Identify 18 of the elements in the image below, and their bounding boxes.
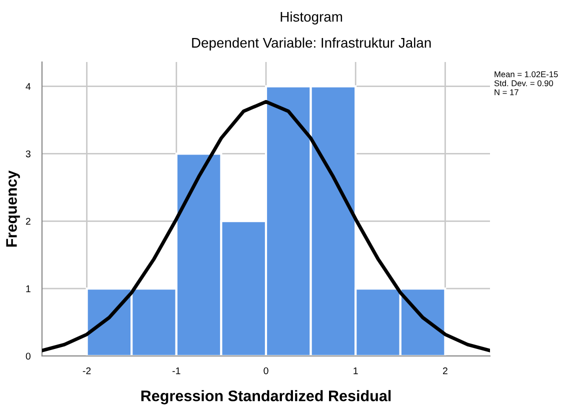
y-axis-title: Frequency [6, 170, 20, 247]
chart-subtitle: Dependent Variable: Infrastruktur Jalan [192, 38, 431, 50]
x-tick-label: 0 [264, 367, 268, 374]
x-axis-title: Regression Standardized Residual [141, 390, 391, 404]
chart-title: Histogram [280, 12, 342, 24]
x-tick-label: 2 [442, 367, 448, 374]
y-tick-label: 4 [26, 83, 31, 90]
x-tick-label: -2 [82, 367, 91, 374]
y-tick-label: 2 [26, 218, 30, 225]
y-tick-label: 0 [26, 352, 31, 360]
x-tick-label: 1 [354, 367, 358, 374]
y-tick-label: 1 [26, 285, 30, 292]
text: Std. Dev. = 0.90 [494, 80, 554, 86]
text: Mean = 1.02E-15 [494, 71, 558, 78]
x-tick-label: -1 [172, 367, 180, 374]
y-tick-label: 3 [26, 150, 30, 158]
line-series [42, 100, 490, 352]
text: N = 17 [494, 89, 518, 96]
